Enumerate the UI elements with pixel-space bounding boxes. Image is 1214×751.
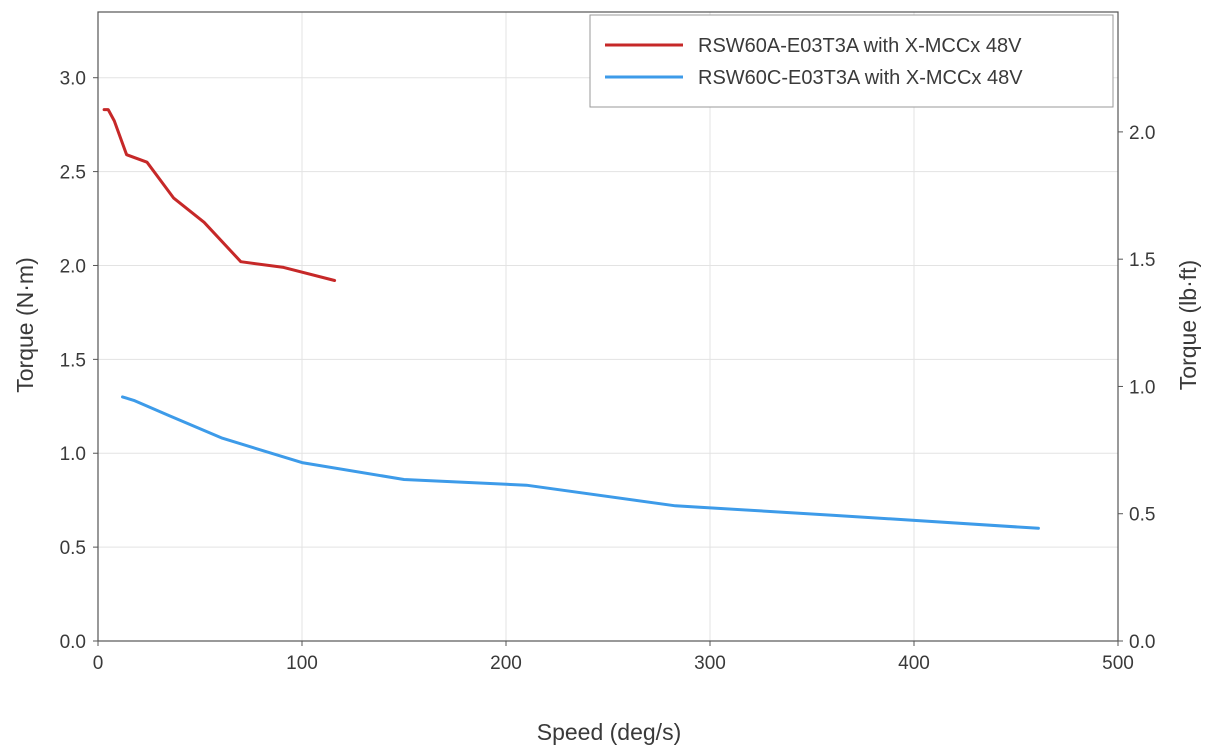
x-tick-label: 100 (286, 653, 318, 674)
y-tick-label: 0.0 (60, 632, 86, 653)
series-lines (102, 108, 1040, 530)
y-tick-label: 0.5 (60, 538, 86, 559)
x-axis-ticks: 0 100 200 300 400 500 (93, 641, 1134, 674)
y-axis-title: Torque (N·m) (12, 257, 38, 392)
series-line-rsw60a (102, 108, 337, 282)
legend: RSW60A-E03T3A with X-MCCx 48V RSW60C-E03… (589, 14, 1114, 108)
y2-tick-label: 0.5 (1129, 505, 1155, 526)
legend-box (589, 14, 1114, 108)
x-axis-title: Speed (deg/s) (537, 719, 681, 745)
legend-label-rsw60a: RSW60A-E03T3A with X-MCCx 48V (698, 35, 1022, 57)
y2-axis-title: Torque (lb·ft) (1175, 260, 1201, 390)
y2-axis-ticks: 0.0 0.5 1.0 1.5 2.0 (1118, 123, 1155, 653)
y2-tick-label: 2.0 (1129, 123, 1155, 144)
legend-label-rsw60c: RSW60C-E03T3A with X-MCCx 48V (698, 67, 1023, 89)
y-tick-label: 1.5 (60, 350, 86, 371)
x-tick-label: 300 (694, 653, 726, 674)
y-tick-label: 2.5 (60, 163, 86, 184)
y-axis-ticks: 0.0 0.5 1.0 1.5 2.0 2.5 3.0 (60, 69, 98, 653)
x-tick-label: 400 (898, 653, 930, 674)
series-line-rsw60c (121, 395, 1040, 530)
y2-tick-label: 1.5 (1129, 250, 1155, 271)
y-tick-label: 2.0 (60, 256, 86, 277)
plot-frame (97, 11, 1119, 642)
x-tick-label: 200 (490, 653, 522, 674)
x-tick-label: 0 (93, 653, 104, 674)
y-tick-label: 3.0 (60, 69, 86, 90)
y-tick-label: 1.0 (60, 444, 86, 465)
x-tick-label: 500 (1102, 653, 1134, 674)
y2-tick-label: 0.0 (1129, 632, 1155, 653)
y2-tick-label: 1.0 (1129, 377, 1155, 398)
